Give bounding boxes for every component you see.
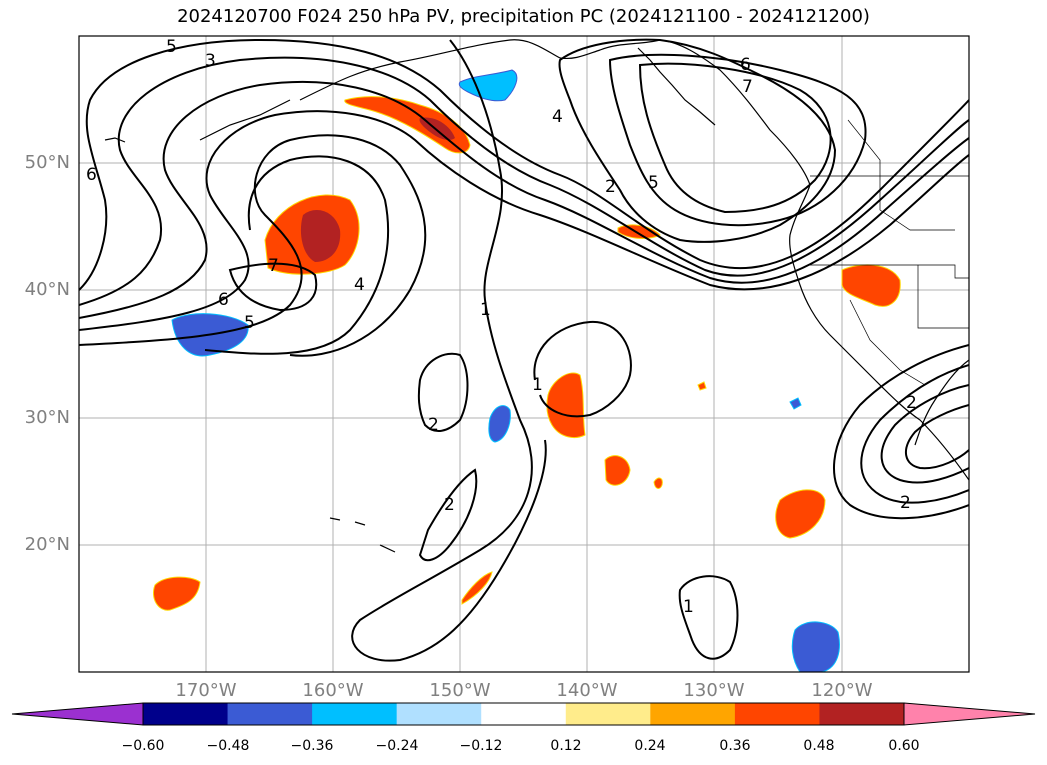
colorbar-tick-label: −0.12 — [459, 738, 503, 754]
contour-label: 2 — [900, 493, 911, 513]
colorbar-tick-label: 0.24 — [634, 738, 666, 754]
colorbar-tick-label: −0.36 — [290, 738, 334, 754]
contour-label: 4 — [354, 275, 365, 295]
lon-label: 150°W — [429, 680, 491, 701]
contour-label: 6 — [86, 165, 97, 185]
colorbar-cell — [227, 703, 313, 725]
colorbar-extend-high — [903, 702, 1036, 726]
contour-label: 2 — [906, 393, 917, 413]
colorbar-extend-low — [11, 702, 144, 726]
colorbar — [11, 702, 1036, 726]
political-borders — [810, 119, 969, 386]
contour-label: 6 — [740, 55, 751, 75]
colorbar-cell — [312, 703, 398, 725]
map-frame — [78, 35, 970, 673]
colorbar-tick-label: 0.36 — [719, 738, 751, 754]
precip-patch-warm — [604, 455, 631, 486]
map-title: 2024120700 F024 250 hPa PV, precipitatio… — [177, 6, 870, 27]
precip-patch-cool — [791, 621, 840, 672]
colorbar-cell — [396, 703, 482, 725]
colorbar-cell — [819, 703, 905, 725]
colorbar-cell — [650, 703, 736, 725]
pv-contours — [79, 38, 969, 662]
precip-patch-cool — [789, 397, 802, 410]
contour-label: 5 — [648, 173, 659, 193]
contour-label: 4 — [552, 107, 563, 127]
precip-patch-warm — [653, 477, 663, 489]
lon-label: 130°W — [683, 680, 745, 701]
colorbar-cell — [565, 703, 651, 725]
contour-label: 1 — [480, 300, 491, 320]
contour-label: 2 — [605, 177, 616, 197]
precip-patch-warm — [697, 381, 707, 391]
precip-patch-warm — [461, 571, 493, 605]
contour-label: 5 — [244, 313, 255, 333]
precip-patches — [153, 69, 901, 672]
coastlines — [104, 39, 969, 553]
lon-label: 160°W — [302, 680, 364, 701]
contour-labels: 5 3 6 7 4 1 2 1 2 2 6 7 4 5 2 6 2 1 5 — [86, 37, 917, 617]
colorbar-tick-label: 0.60 — [888, 738, 920, 754]
colorbar-tick-label: 0.48 — [803, 738, 835, 754]
colorbar-cell — [481, 703, 567, 725]
contour-label: 5 — [166, 37, 177, 57]
lat-label: 50°N — [24, 152, 70, 173]
colorbar-cell — [143, 703, 229, 725]
contour-label: 7 — [268, 256, 279, 276]
lat-label: 30°N — [24, 407, 70, 428]
colorbar-tick-label: −0.48 — [206, 738, 250, 754]
precip-patch-warm — [546, 372, 586, 438]
contour-label: 6 — [218, 290, 229, 310]
lon-label: 140°W — [556, 680, 618, 701]
colorbar-tick-label: −0.24 — [375, 738, 419, 754]
precip-patch-cool — [488, 405, 511, 443]
precip-patch-warm — [344, 96, 471, 154]
contour-label: 1 — [683, 597, 694, 617]
contour-label: 2 — [428, 415, 439, 435]
lat-label: 40°N — [24, 279, 70, 300]
colorbar-cell — [734, 703, 820, 725]
contour-label: 7 — [742, 77, 753, 97]
precip-patch-warm — [153, 576, 201, 611]
contour-label: 1 — [532, 375, 543, 395]
lon-label: 120°W — [811, 680, 873, 701]
colorbar-tick-label: 0.12 — [550, 738, 582, 754]
lat-label: 20°N — [24, 534, 70, 555]
precip-patch-warm — [775, 489, 826, 539]
contour-label: 3 — [205, 51, 216, 71]
colorbar-tick-label: −0.60 — [121, 738, 165, 754]
precip-patch-strong — [300, 210, 341, 262]
lon-label: 170°W — [175, 680, 237, 701]
map-plot-area: 5 3 6 7 4 1 2 1 2 2 6 7 4 5 2 6 2 1 5 — [79, 36, 969, 672]
contour-label: 2 — [444, 495, 455, 515]
